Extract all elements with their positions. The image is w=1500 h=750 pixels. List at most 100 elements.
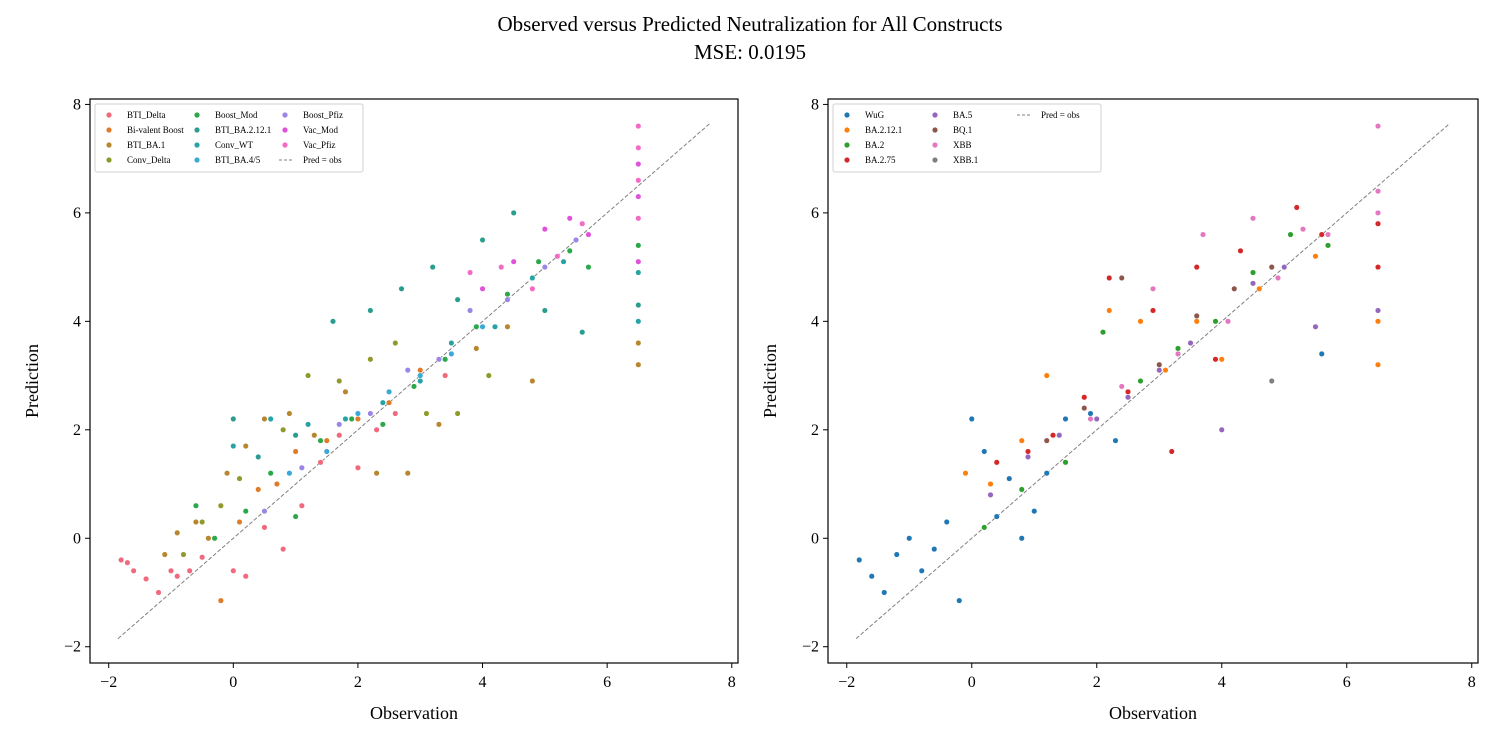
data-point — [292, 432, 299, 439]
data-point — [255, 486, 262, 493]
x-tick-label: 4 — [1218, 674, 1226, 691]
data-point — [317, 459, 324, 466]
data-point — [1324, 231, 1332, 238]
data-point — [429, 264, 436, 271]
data-point — [1312, 253, 1319, 260]
data-point — [856, 556, 863, 564]
figure-subtitle: MSE: 0.0195 — [693, 40, 806, 64]
legend-label: BTI_Delta — [127, 110, 166, 120]
data-point — [1024, 453, 1032, 460]
data-point — [298, 502, 305, 509]
y-tick-label: 6 — [73, 205, 81, 222]
legend-item: Pred = obs — [1017, 110, 1080, 120]
legend-marker — [932, 142, 938, 148]
data-point — [1374, 361, 1382, 368]
data-point — [286, 470, 293, 477]
legend-marker — [282, 112, 288, 118]
legend-label: XBB — [953, 140, 972, 150]
legend-marker — [106, 157, 112, 163]
data-point — [261, 415, 268, 423]
data-point — [454, 410, 461, 417]
data-point — [417, 367, 424, 374]
reference-line — [855, 123, 1451, 639]
figure-title: Observed versus Predicted Neutralization… — [497, 12, 1003, 36]
data-point — [354, 464, 361, 471]
data-point — [918, 567, 925, 574]
data-point — [554, 253, 561, 260]
data-point — [454, 296, 461, 303]
data-point — [510, 209, 517, 216]
data-point — [467, 269, 474, 276]
data-point — [1043, 437, 1050, 444]
legend-marker — [932, 112, 938, 118]
data-point — [635, 144, 642, 151]
data-point — [1224, 318, 1232, 325]
data-point — [1299, 226, 1307, 233]
legend-item: XBB.1 — [932, 155, 978, 165]
series-Boost_Pfiz — [261, 236, 580, 515]
data-point — [1018, 486, 1025, 493]
data-point — [993, 513, 1000, 520]
legend-label: BTI_BA.2.12.1 — [215, 125, 271, 135]
series-WuG — [856, 350, 1325, 604]
data-point — [1312, 323, 1319, 330]
data-point — [448, 339, 455, 347]
legend-marker — [282, 142, 288, 148]
data-point — [174, 573, 181, 580]
data-point — [1218, 356, 1225, 363]
data-point — [1374, 123, 1382, 130]
y-tick-label: 8 — [73, 96, 81, 113]
legend-marker — [844, 127, 850, 133]
data-point — [1081, 394, 1088, 401]
data-point — [311, 432, 318, 439]
data-point — [1287, 231, 1294, 238]
data-point — [635, 177, 642, 184]
data-point — [192, 502, 199, 509]
data-point — [298, 464, 305, 471]
legend-label: Pred = obs — [1041, 110, 1080, 120]
data-point — [367, 307, 374, 314]
data-point — [236, 475, 243, 482]
series-BTI_Delta — [118, 372, 449, 596]
data-point — [1018, 437, 1025, 444]
data-point — [161, 551, 168, 558]
data-point — [1162, 367, 1169, 374]
data-point — [230, 567, 237, 574]
y-tick-label: 0 — [73, 530, 81, 547]
series-BA.2 — [981, 231, 1332, 531]
data-point — [323, 448, 330, 455]
x-tick-label: 8 — [1468, 674, 1476, 691]
data-point — [987, 491, 994, 498]
data-point — [192, 518, 199, 526]
data-point — [448, 350, 455, 357]
data-point — [342, 415, 349, 423]
legend-item: Boost_Pfiz — [282, 110, 343, 120]
data-point — [242, 443, 249, 450]
y-tick-label: 4 — [73, 313, 81, 330]
series-BA.5 — [987, 264, 1382, 498]
data-point — [504, 291, 511, 298]
data-point — [386, 388, 393, 395]
data-point — [473, 345, 480, 352]
data-point — [1212, 356, 1219, 363]
data-point — [423, 410, 430, 417]
data-point — [180, 551, 187, 558]
data-point — [1249, 269, 1257, 276]
data-point — [280, 546, 287, 553]
series-Vac_Mod — [479, 161, 642, 292]
data-point — [987, 480, 994, 488]
legend-item: BQ.1 — [932, 125, 972, 135]
legend-label: BA.2.12.1 — [865, 125, 902, 135]
y-tick-label: 6 — [811, 205, 819, 222]
data-point — [467, 307, 474, 314]
data-point — [336, 421, 343, 428]
data-point — [1187, 339, 1194, 347]
data-point — [1093, 415, 1100, 423]
data-point — [392, 410, 399, 417]
data-point — [1374, 220, 1382, 227]
data-point — [535, 258, 542, 265]
y-tick-label: 8 — [811, 96, 819, 113]
data-point — [1374, 188, 1382, 195]
